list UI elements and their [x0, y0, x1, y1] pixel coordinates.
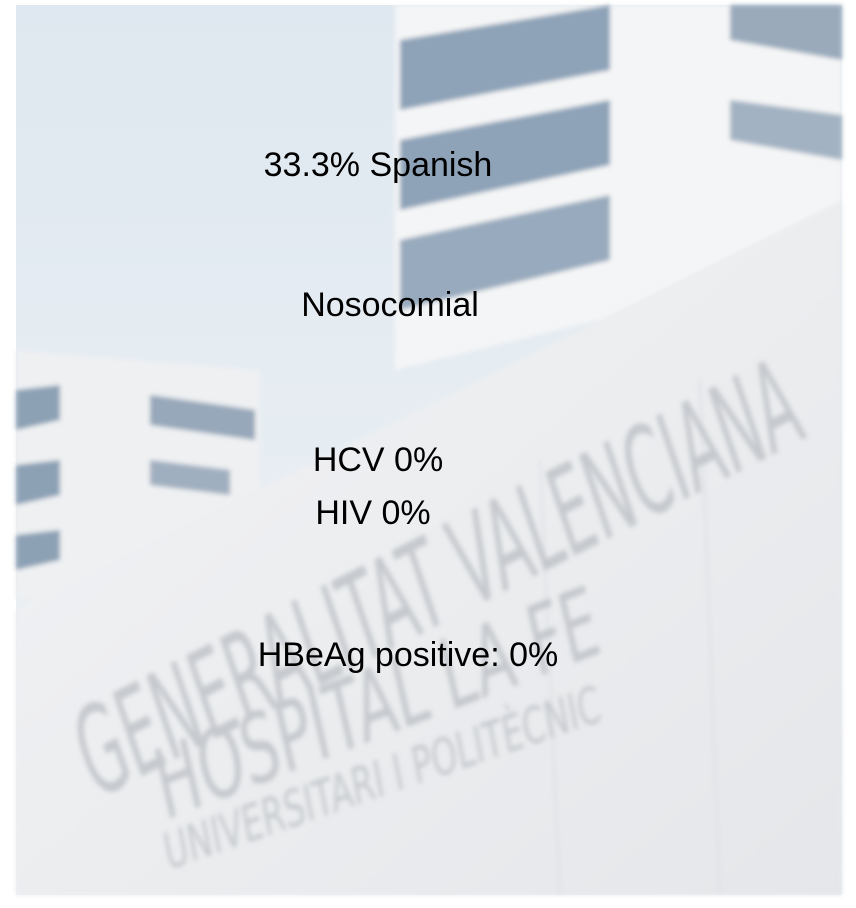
- page: GENERALITAT VALENCIANA HOSPITAL LA FE UN…: [0, 0, 856, 908]
- text-line: HCV 0%: [313, 441, 443, 479]
- slide: GENERALITAT VALENCIANA HOSPITAL LA FE UN…: [0, 0, 856, 908]
- text-line: HIV 0%: [315, 494, 430, 532]
- text-line: 33.3% Spanish: [264, 146, 493, 184]
- text-line: HBeAg positive: 0%: [258, 636, 559, 674]
- text-line: Nosocomial: [301, 286, 479, 324]
